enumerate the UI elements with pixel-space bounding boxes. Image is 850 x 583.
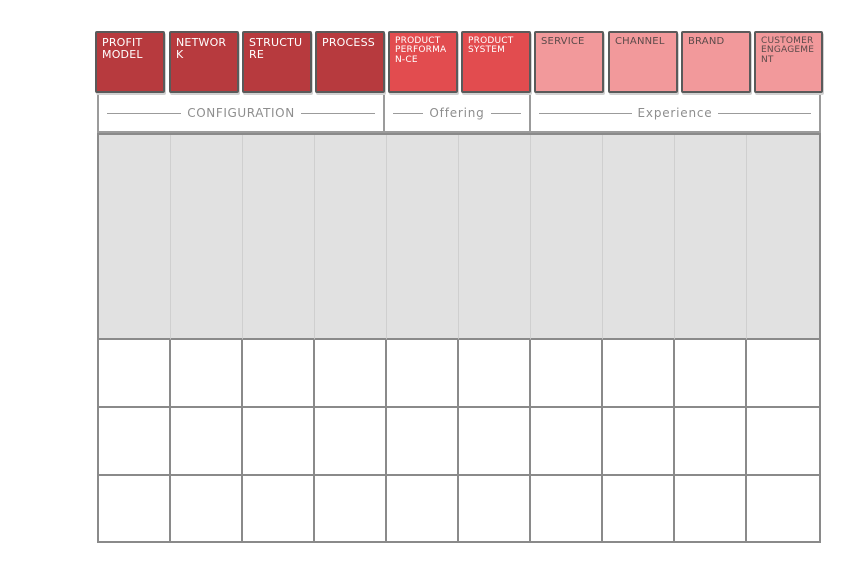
- bracket-line: [300, 112, 376, 114]
- grid-cell: [675, 340, 747, 408]
- group-bracket-experience: Experience: [529, 95, 821, 133]
- category-card-product-system: Product System: [461, 31, 531, 93]
- grid-cell: [459, 408, 531, 476]
- shaded-cell: [747, 135, 819, 340]
- category-label: Structure: [249, 36, 303, 61]
- grid-cell: [387, 340, 459, 408]
- shaded-cell: [459, 135, 531, 340]
- innovation-grid: [97, 133, 821, 543]
- category-card-channel: Channel: [608, 31, 678, 93]
- category-label: Customer Engagement: [761, 36, 815, 65]
- grid-cell: [603, 408, 675, 476]
- grid-cell: [243, 408, 315, 476]
- grid-cell: [459, 340, 531, 408]
- shaded-cell: [531, 135, 603, 340]
- shaded-cell: [603, 135, 675, 340]
- category-label: Brand: [688, 36, 725, 47]
- category-card-network: Network: [169, 31, 239, 93]
- grid-cell: [459, 476, 531, 541]
- group-bracket-configuration: Configuration: [97, 95, 385, 133]
- grid-cell: [531, 408, 603, 476]
- category-label: Product Performan-ce: [395, 36, 447, 65]
- grid-cell: [99, 476, 171, 541]
- grid-cell: [531, 340, 603, 408]
- group-label-experience: Experience: [637, 106, 713, 120]
- grid-cell: [531, 476, 603, 541]
- grid-cell: [243, 476, 315, 541]
- category-card-profit-model: Profit Model: [95, 31, 165, 93]
- grid-cell: [99, 340, 171, 408]
- grid-cell: [747, 340, 819, 408]
- grid-cell: [171, 340, 243, 408]
- grid-cell: [171, 408, 243, 476]
- grid-cell: [675, 476, 747, 541]
- grid-cell: [243, 340, 315, 408]
- bracket-line: [393, 112, 424, 114]
- category-card-service: Service: [534, 31, 604, 93]
- bracket-line: [539, 112, 632, 114]
- category-card-process: Process: [315, 31, 385, 93]
- category-label: Service: [541, 36, 585, 47]
- grid-cell: [171, 476, 243, 541]
- group-label-offering: Offering: [429, 106, 485, 120]
- grid-cell: [603, 476, 675, 541]
- category-label: Product System: [468, 36, 514, 56]
- group-label-configuration: Configuration: [187, 106, 295, 120]
- bracket-line: [490, 112, 522, 114]
- category-label: Process: [322, 36, 375, 49]
- shaded-cell: [171, 135, 243, 340]
- bracket-line: [718, 112, 812, 114]
- shaded-cell: [315, 135, 387, 340]
- category-card-brand: Brand: [681, 31, 751, 93]
- grid-cell: [315, 340, 387, 408]
- grid-cell: [747, 476, 819, 541]
- grid-cell: [99, 408, 171, 476]
- bracket-line: [107, 112, 182, 114]
- category-label: Channel: [615, 36, 665, 47]
- grid-cell: [387, 408, 459, 476]
- category-card-customer-engagement: Customer Engagement: [754, 31, 823, 93]
- shaded-cell: [387, 135, 459, 340]
- grid-cell: [747, 408, 819, 476]
- shaded-cell: [99, 135, 171, 340]
- category-card-product-performance: Product Performan-ce: [388, 31, 458, 93]
- category-card-structure: Structure: [242, 31, 312, 93]
- grid-cell: [315, 476, 387, 541]
- group-bracket-offering: Offering: [383, 95, 531, 133]
- grid-cell: [315, 408, 387, 476]
- grid-cell: [387, 476, 459, 541]
- category-label: Profit Model: [102, 36, 143, 61]
- grid-cell: [603, 340, 675, 408]
- category-label: Network: [176, 36, 227, 61]
- shaded-cell: [675, 135, 747, 340]
- shaded-cell: [243, 135, 315, 340]
- grid-cell: [675, 408, 747, 476]
